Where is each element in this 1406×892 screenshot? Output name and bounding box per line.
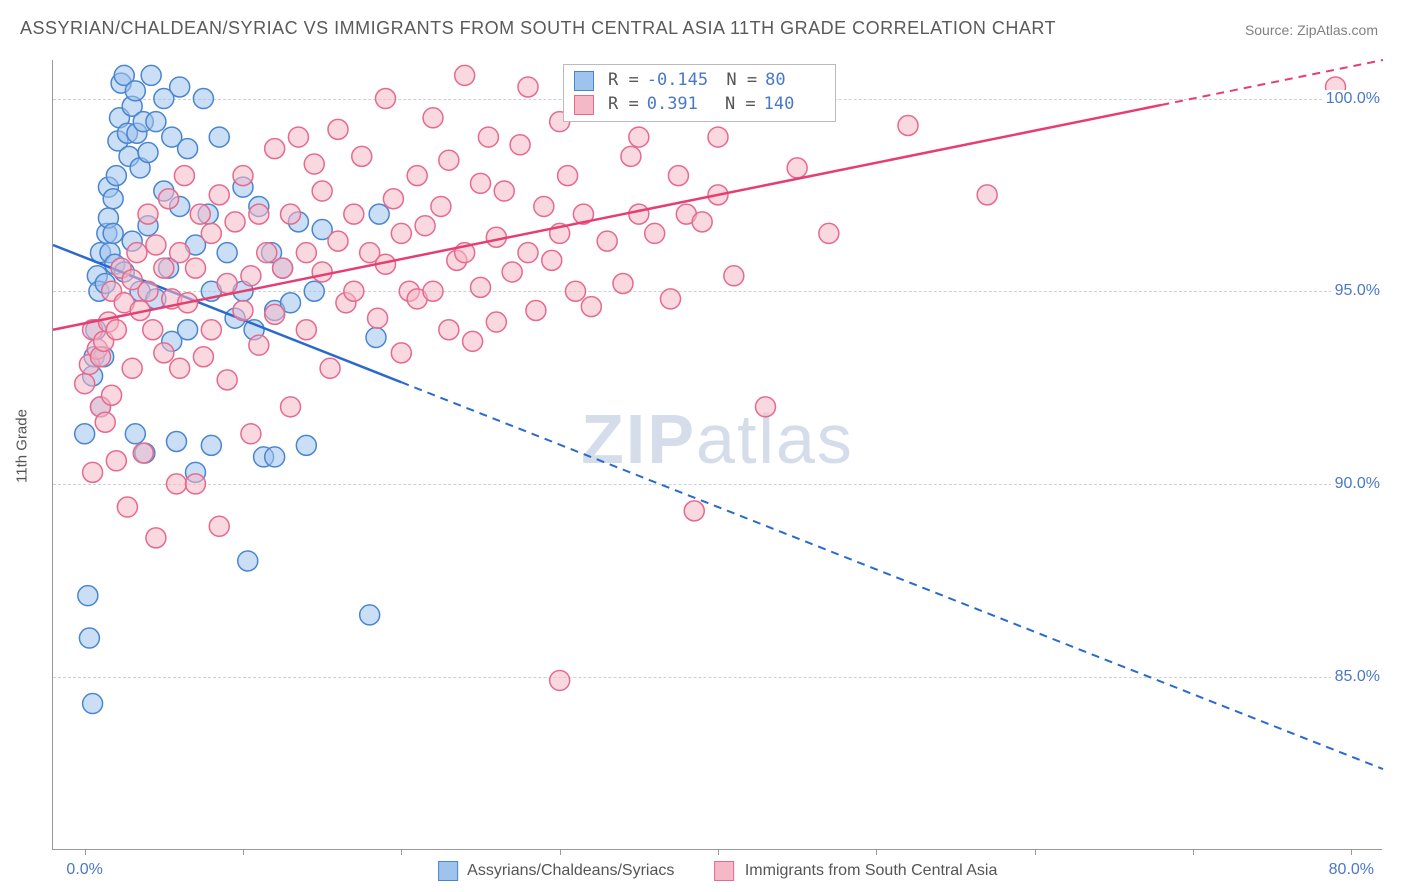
legend-label-1: Assyrians/Chaldeans/Syriacs <box>467 862 674 879</box>
legend-swatch-1 <box>438 861 458 881</box>
x-tick-label: 0.0% <box>66 861 102 879</box>
swatch-series-2 <box>574 95 594 115</box>
plot-area: ZIPatlas R =-0.145 N =80 R =0.391 N =140… <box>52 60 1382 850</box>
legend-bottom: Assyrians/Chaldeans/Syriacs Immigrants f… <box>438 861 998 881</box>
r-value-2: 0.391 <box>647 93 707 117</box>
swatch-series-1 <box>574 71 594 91</box>
y-tick-label: 85.0% <box>1331 668 1384 686</box>
stats-row-1: R =-0.145 N =80 <box>574 69 825 93</box>
r-value-1: -0.145 <box>647 69 708 93</box>
stats-box: R =-0.145 N =80 R =0.391 N =140 <box>563 64 836 122</box>
chart-title: ASSYRIAN/CHALDEAN/SYRIAC VS IMMIGRANTS F… <box>20 18 1056 39</box>
n-value-1: 80 <box>765 69 825 93</box>
chart-svg <box>53 60 1382 849</box>
source-label: Source: ZipAtlas.com <box>1245 22 1378 38</box>
legend-item-1: Assyrians/Chaldeans/Syriacs <box>438 861 675 881</box>
y-tick-label: 100.0% <box>1322 90 1384 108</box>
x-tick-label: 80.0% <box>1329 861 1374 879</box>
stats-row-2: R =0.391 N =140 <box>574 93 825 117</box>
legend-swatch-2 <box>714 861 734 881</box>
y-tick-label: 95.0% <box>1331 282 1384 300</box>
n-value-2: 140 <box>764 93 824 117</box>
y-axis-label: 11th Grade <box>14 409 31 483</box>
legend-label-2: Immigrants from South Central Asia <box>745 862 998 879</box>
y-tick-label: 90.0% <box>1331 475 1384 493</box>
legend-item-2: Immigrants from South Central Asia <box>714 861 997 881</box>
